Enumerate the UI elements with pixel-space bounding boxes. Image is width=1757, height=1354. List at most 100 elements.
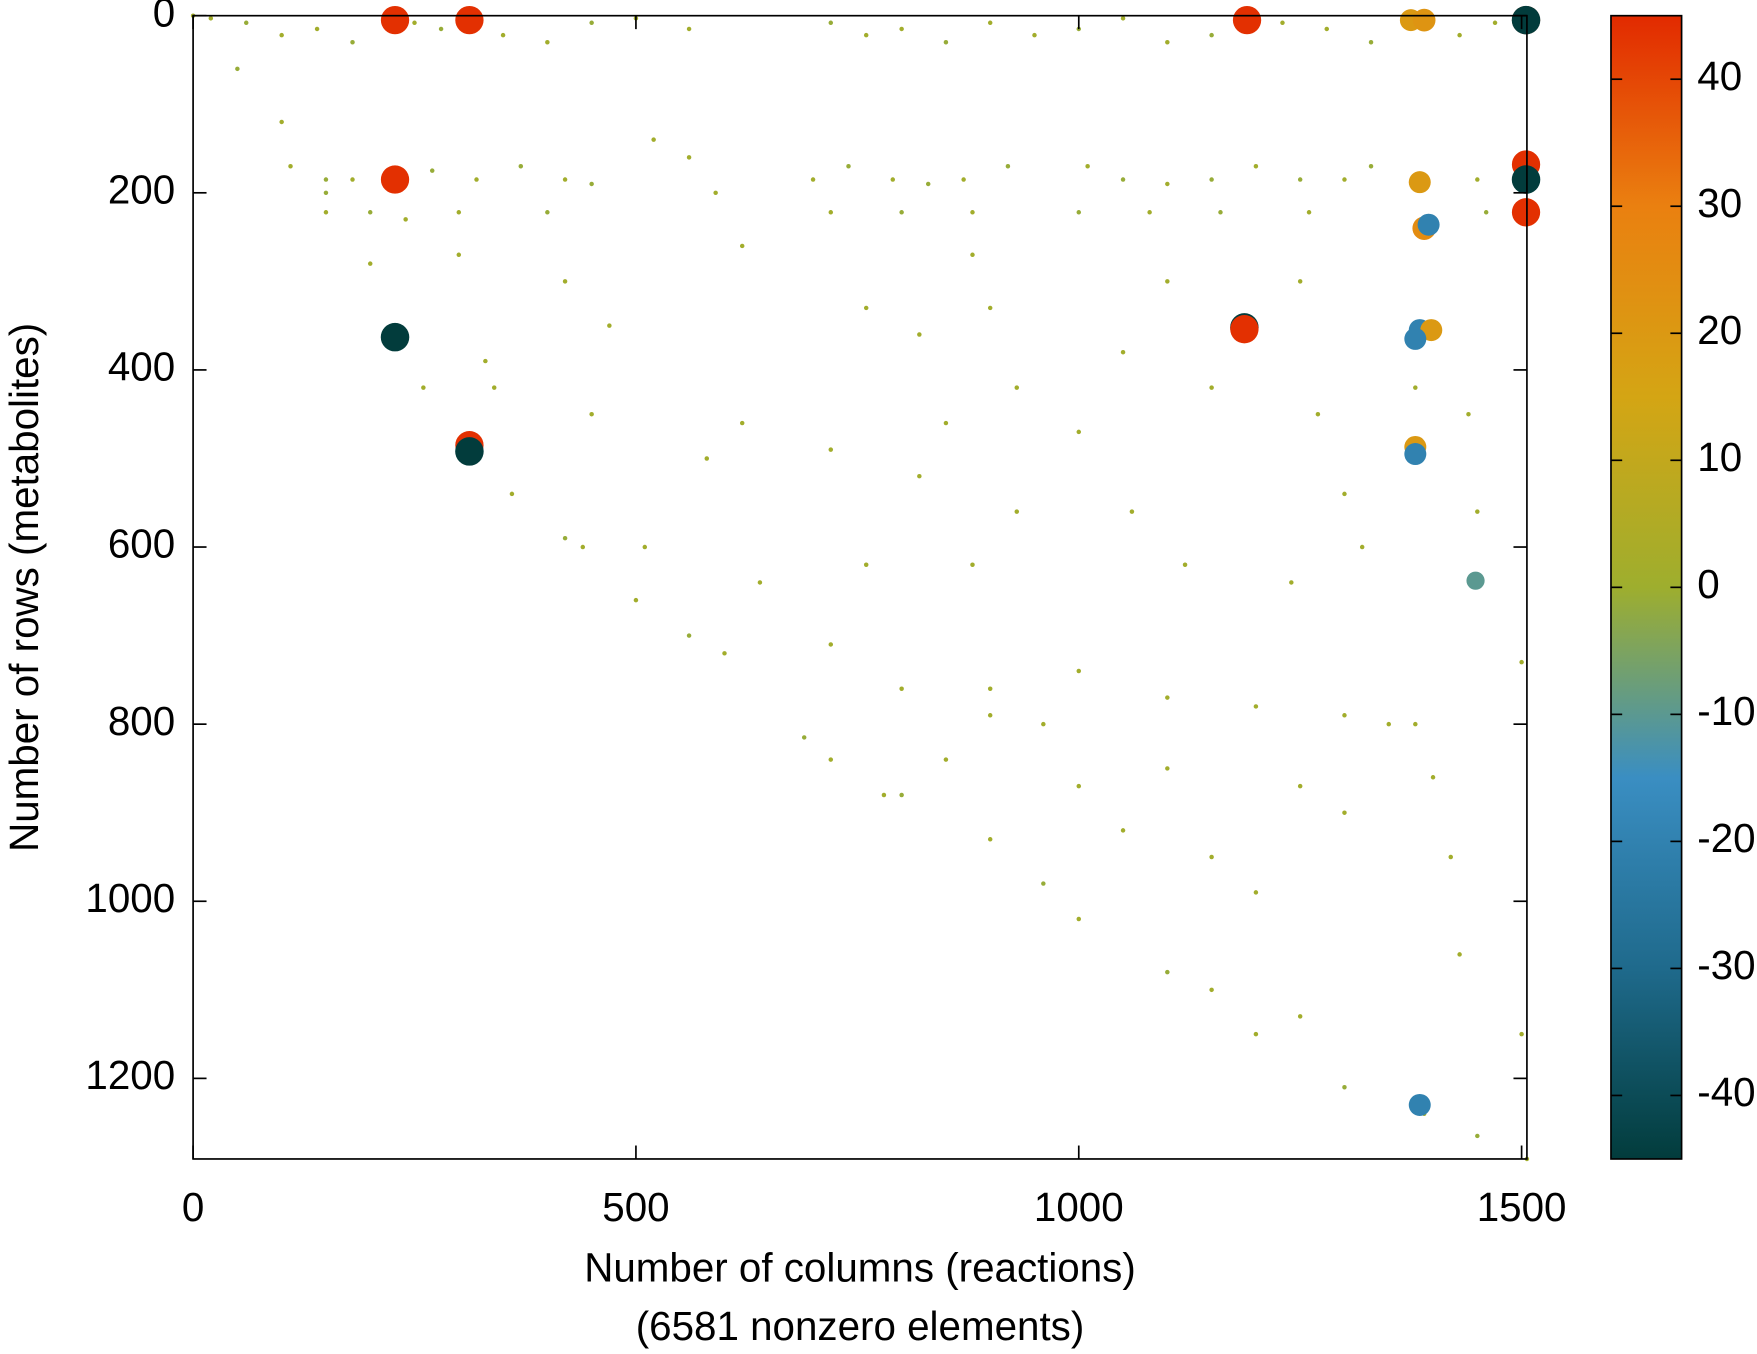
point <box>323 177 329 182</box>
point <box>1253 704 1259 709</box>
point <box>1005 163 1011 169</box>
point <box>545 40 550 45</box>
colorbar-tick-label: -30 <box>1697 942 1755 988</box>
y-tick-label: 1000 <box>85 875 175 921</box>
point <box>380 322 410 352</box>
point <box>1368 163 1374 169</box>
point <box>367 210 373 215</box>
point <box>863 305 869 311</box>
point <box>1511 198 1541 227</box>
point <box>1408 171 1431 194</box>
point <box>1085 163 1090 169</box>
point <box>1165 40 1170 45</box>
point <box>1466 571 1485 590</box>
point <box>500 32 506 38</box>
point <box>890 177 896 182</box>
point <box>1519 659 1524 665</box>
point <box>1280 20 1285 26</box>
point <box>1209 32 1214 38</box>
point <box>1297 1014 1303 1019</box>
point <box>828 642 834 647</box>
point <box>1165 766 1170 771</box>
point <box>589 411 594 417</box>
point <box>1041 721 1046 727</box>
point <box>1404 327 1427 350</box>
point <box>943 757 949 762</box>
point <box>1165 181 1170 187</box>
point <box>455 437 484 466</box>
point <box>474 177 479 182</box>
point <box>1417 213 1440 236</box>
colorbar-tick-label: -20 <box>1697 815 1755 861</box>
point <box>1076 210 1082 215</box>
point <box>438 26 444 32</box>
point <box>1324 26 1329 32</box>
point <box>757 580 763 585</box>
point <box>1289 580 1294 585</box>
point <box>380 5 410 35</box>
point <box>1413 385 1418 390</box>
point <box>987 20 993 26</box>
colorbar-tick-label: 20 <box>1697 307 1742 353</box>
point <box>1076 668 1082 674</box>
point <box>1297 783 1303 789</box>
point <box>987 305 993 311</box>
point <box>1492 20 1498 26</box>
colorbar-tick-label: 0 <box>1697 561 1719 607</box>
point <box>1147 210 1152 215</box>
point <box>1475 509 1480 514</box>
point <box>899 210 904 215</box>
point <box>1511 5 1541 35</box>
point <box>633 597 639 603</box>
point <box>1014 509 1020 514</box>
point <box>970 562 975 567</box>
point <box>917 332 922 337</box>
point <box>739 420 745 426</box>
point <box>1209 987 1214 993</box>
y-tick-label: 200 <box>108 166 175 212</box>
point <box>421 385 426 390</box>
y-axis-label: Number of rows (metabolites) <box>1 323 47 852</box>
point <box>846 163 851 169</box>
point <box>1297 279 1303 284</box>
point <box>686 633 692 638</box>
point <box>1209 385 1214 390</box>
colorbar-tick-label: -40 <box>1697 1069 1755 1115</box>
point <box>1368 40 1374 45</box>
point <box>917 473 922 479</box>
point <box>455 5 484 35</box>
point <box>987 713 993 718</box>
point <box>1413 721 1418 727</box>
point <box>1209 854 1214 860</box>
point <box>1342 491 1347 497</box>
point <box>1359 544 1365 550</box>
point <box>1032 32 1037 38</box>
point <box>403 217 408 222</box>
point <box>562 177 568 182</box>
point <box>456 252 462 258</box>
point <box>1076 429 1082 435</box>
colorbar-tick-label: 10 <box>1697 434 1742 480</box>
point <box>1209 177 1214 182</box>
point <box>686 155 692 160</box>
point <box>1182 562 1188 567</box>
point <box>943 40 949 45</box>
point <box>1342 810 1347 815</box>
point <box>1306 210 1312 215</box>
point <box>518 163 524 169</box>
point <box>1466 411 1471 417</box>
point <box>235 66 240 72</box>
point <box>288 163 293 169</box>
point <box>589 20 594 26</box>
point <box>412 20 417 26</box>
point <box>1408 1093 1431 1116</box>
point <box>243 20 249 26</box>
point <box>828 757 834 762</box>
x-axis-label: Number of columns (reactions) <box>584 1245 1136 1291</box>
point <box>562 279 568 284</box>
point <box>1120 349 1126 355</box>
point <box>1483 210 1489 215</box>
point <box>642 544 648 550</box>
colorbar-tick-label: 30 <box>1697 180 1742 226</box>
